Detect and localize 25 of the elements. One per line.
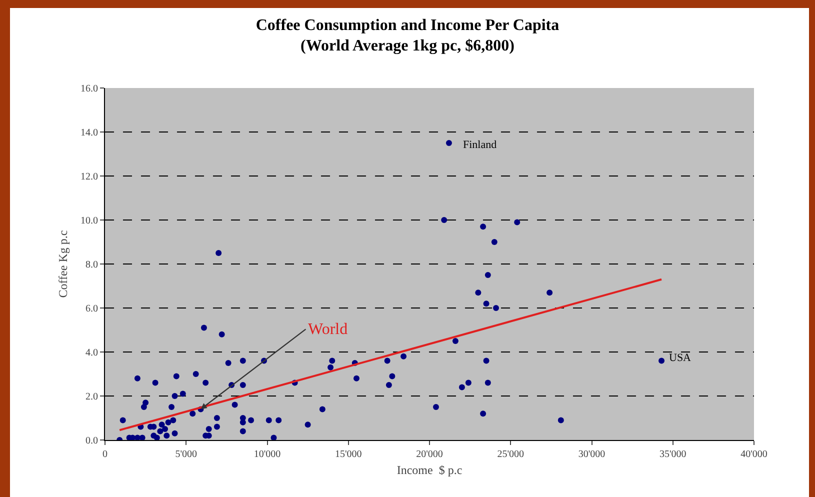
chart-subtitle: (World Average 1kg pc, $6,800) [300,38,514,55]
y-tick-label: 10.0 [80,216,98,226]
x-axis-title: Income $ p.c [396,462,462,477]
annotation: World [308,321,348,338]
x-tick-label: 10'000 [254,449,281,460]
y-axis-title: Coffee Kg p.c [56,230,70,298]
x-tick-label: 5'000 [175,449,198,460]
x-tick-label: 15'000 [334,449,362,460]
y-tick-label: 0.0 [86,436,98,446]
x-tick-label: 25'000 [497,449,524,460]
annotation: Finland [463,139,498,151]
y-tick-label: 14.0 [80,128,98,138]
x-tick-label: 40'000 [740,449,768,460]
y-tick-label: 2.0 [86,392,98,402]
x-tick-label: 30'000 [578,449,606,460]
x-tick-label: 35'000 [659,449,686,460]
chart-title: Coffee Consumption and Income Per Capita [256,16,560,34]
x-tick-label: 0 [102,449,108,460]
y-tick-label: 4.0 [86,348,98,358]
y-tick-label: 8.0 [86,260,98,270]
y-tick-label: 12.0 [80,172,98,182]
x-tick-label: 20'000 [416,449,443,460]
annotation: USA [669,352,692,364]
y-tick-label: 16.0 [80,84,98,94]
y-tick-label: 6.0 [86,304,98,314]
